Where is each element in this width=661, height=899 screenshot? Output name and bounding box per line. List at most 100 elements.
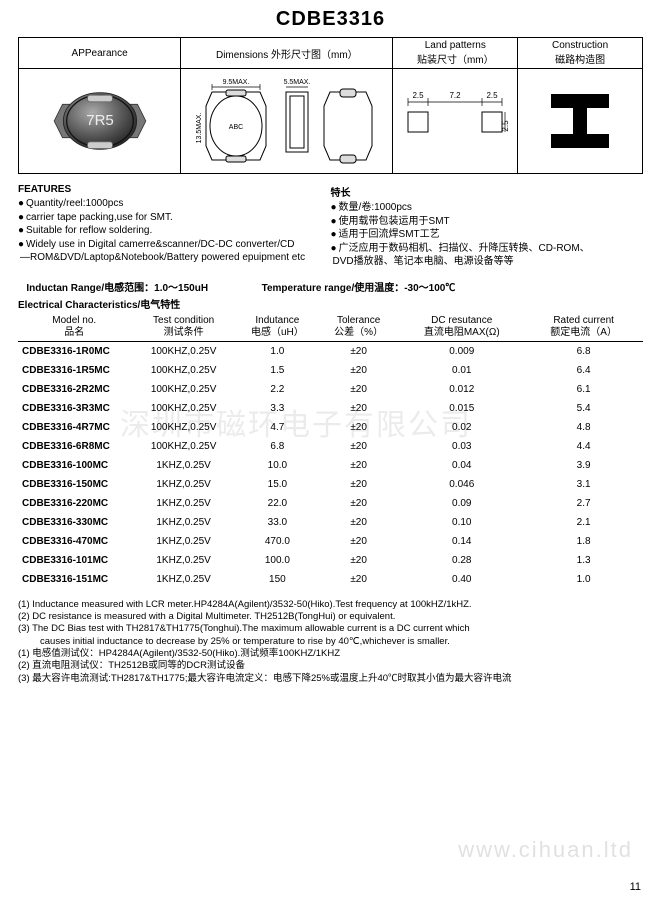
table-cell: 0.012 — [399, 380, 524, 399]
table-cell: 1KHZ,0.25V — [131, 532, 237, 551]
dim-bottom-icon — [318, 76, 378, 166]
table-cell: 6.8 — [524, 341, 643, 361]
table-cell: 1KHZ,0.25V — [131, 456, 237, 475]
features-title-cn: 特长 — [331, 184, 644, 199]
table-cell: 470.0 — [237, 532, 318, 551]
features-title-en: FEATURES — [18, 184, 331, 195]
dim-top-icon: 9.5MAX. ABC 13.5MAX. — [196, 76, 276, 166]
table-cell: 0.02 — [399, 418, 524, 437]
table-cell: ±20 — [318, 513, 399, 532]
table-cell: 6.8 — [237, 437, 318, 456]
table-cell: 4.7 — [237, 418, 318, 437]
table-cell: 100KHZ,0.25V — [131, 399, 237, 418]
notes-section: (1) Inductance measured with LCR meter.H… — [18, 599, 643, 685]
table-header: Rated current额定电流（A） — [524, 313, 643, 342]
feature-item: ●Suitable for reflow soldering. — [18, 224, 331, 238]
table-cell: 0.015 — [399, 399, 524, 418]
table-cell: 1KHZ,0.25V — [131, 475, 237, 494]
feature-item: ●数量/卷:1000pcs — [331, 201, 644, 215]
land-cell: 2.5 7.2 2.5 2.5 — [393, 69, 518, 174]
note-line: (2) DC resistance is measured with a Dig… — [18, 611, 643, 623]
table-cell: CDBE3316-1R5MC — [18, 361, 131, 380]
hdr-construction: Construction 磁路构造图 — [518, 38, 643, 69]
note-line: (2) 直流电阻测试仪：TH2512B或同等的DCR测试设备 — [18, 660, 643, 672]
svg-text:7.2: 7.2 — [450, 91, 462, 100]
feature-item: DVD播放器、笔记本电脑、电源设备等等 — [331, 255, 644, 269]
svg-text:5.5MAX.: 5.5MAX. — [283, 79, 310, 86]
table-cell: 100KHZ,0.25V — [131, 380, 237, 399]
table-row: CDBE3316-1R0MC100KHZ,0.25V1.0±200.0096.8 — [18, 341, 643, 361]
table-cell: 3.3 — [237, 399, 318, 418]
table-cell: ±20 — [318, 399, 399, 418]
feature-item: ●carrier tape packing,use for SMT. — [18, 211, 331, 225]
feature-item: ●使用载带包装运用于SMT — [331, 215, 644, 229]
table-cell: 3.9 — [524, 456, 643, 475]
construction-icon — [545, 86, 615, 156]
hdr-appearance: APPearance — [19, 38, 181, 69]
table-cell: 100KHZ,0.25V — [131, 418, 237, 437]
table-cell: ±20 — [318, 570, 399, 589]
table-cell: 2.7 — [524, 494, 643, 513]
table-cell: 0.009 — [399, 341, 524, 361]
table-cell: 100KHZ,0.25V — [131, 437, 237, 456]
table-row: CDBE3316-150MC1KHZ,0.25V15.0±200.0463.1 — [18, 475, 643, 494]
table-cell: CDBE3316-101MC — [18, 551, 131, 570]
table-cell: 1.8 — [524, 532, 643, 551]
table-header: Tolerance公差（%） — [318, 313, 399, 342]
svg-text:2.5: 2.5 — [487, 91, 499, 100]
features-left: FEATURES ●Quantity/reel:1000pcs●carrier … — [18, 184, 331, 269]
dim-side-icon: 5.5MAX. — [280, 76, 314, 166]
appearance-cell: 7R5 — [19, 69, 181, 174]
component-mark-text: 7R5 — [86, 112, 114, 129]
table-cell: CDBE3316-330MC — [18, 513, 131, 532]
svg-text:9.5MAX.: 9.5MAX. — [222, 79, 249, 86]
table-cell: 0.28 — [399, 551, 524, 570]
table-cell: CDBE3316-1R0MC — [18, 341, 131, 361]
table-row: CDBE3316-470MC1KHZ,0.25V470.0±200.141.8 — [18, 532, 643, 551]
table-cell: 0.40 — [399, 570, 524, 589]
table-cell: 1KHZ,0.25V — [131, 494, 237, 513]
table-cell: ±20 — [318, 494, 399, 513]
table-cell: ±20 — [318, 341, 399, 361]
table-cell: 0.01 — [399, 361, 524, 380]
table-cell: 100KHZ,0.25V — [131, 341, 237, 361]
table-row: CDBE3316-3R3MC100KHZ,0.25V3.3±200.0155.4 — [18, 399, 643, 418]
table-cell: 1KHZ,0.25V — [131, 570, 237, 589]
table-cell: 2.2 — [237, 380, 318, 399]
table-cell: CDBE3316-4R7MC — [18, 418, 131, 437]
table-cell: 15.0 — [237, 475, 318, 494]
note-line: (3) 最大容许电流测试:TH2817&TH1775;最大容许电流定义：电感下降… — [18, 673, 643, 685]
svg-text:13.5MAX.: 13.5MAX. — [196, 113, 203, 144]
table-cell: ±20 — [318, 456, 399, 475]
table-cell: 0.04 — [399, 456, 524, 475]
svg-text:2.5: 2.5 — [501, 120, 510, 132]
doc-title: CDBE3316 — [18, 8, 643, 31]
note-line: (1) 电感值测试仪：HP4284A(Agilent)/3532-50(Hiko… — [18, 648, 643, 660]
watermark-url: www.cihuan.ltd — [458, 837, 633, 863]
note-line: causes initial inductance to decrease by… — [18, 636, 643, 648]
inductance-range: Inductan Range/电感范围：1.0～150uH — [26, 283, 208, 294]
table-cell: CDBE3316-100MC — [18, 456, 131, 475]
table-cell: ±20 — [318, 437, 399, 456]
table-cell: 0.09 — [399, 494, 524, 513]
table-row: CDBE3316-1R5MC100KHZ,0.25V1.5±200.016.4 — [18, 361, 643, 380]
table-cell: 1.5 — [237, 361, 318, 380]
table-cell: ±20 — [318, 380, 399, 399]
table-cell: ±20 — [318, 532, 399, 551]
table-cell: 100.0 — [237, 551, 318, 570]
table-cell: 0.14 — [399, 532, 524, 551]
table-row: CDBE3316-100MC1KHZ,0.25V10.0±200.043.9 — [18, 456, 643, 475]
features-right: 特长 ●数量/卷:1000pcs●使用载带包装运用于SMT●适用于回流焊SMT工… — [331, 184, 644, 269]
table-header: Model no.品名 — [18, 313, 131, 342]
table-cell: 33.0 — [237, 513, 318, 532]
electrical-table: Model no.品名Test condition测试条件Indutance电感… — [18, 313, 643, 589]
table-cell: CDBE3316-470MC — [18, 532, 131, 551]
table-cell: ±20 — [318, 418, 399, 437]
table-row: CDBE3316-151MC1KHZ,0.25V150±200.401.0 — [18, 570, 643, 589]
land-pattern-icon: 2.5 7.2 2.5 2.5 — [400, 86, 510, 156]
table-cell: CDBE3316-220MC — [18, 494, 131, 513]
table-cell: CDBE3316-2R2MC — [18, 380, 131, 399]
table-cell: 1.0 — [524, 570, 643, 589]
table-row: CDBE3316-220MC1KHZ,0.25V22.0±200.092.7 — [18, 494, 643, 513]
table-cell: 150 — [237, 570, 318, 589]
